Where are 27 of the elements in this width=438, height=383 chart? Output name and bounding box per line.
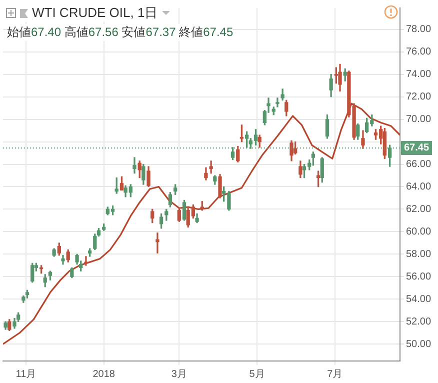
y-tick-label: 74.00 bbox=[406, 69, 432, 80]
y-tick-label: 66.00 bbox=[406, 159, 432, 170]
y-tick-label: 70.00 bbox=[406, 114, 432, 126]
candlestick bbox=[276, 98, 280, 108]
y-tick-label: 78.00 bbox=[406, 24, 432, 36]
y-tick-label: 50.00 bbox=[406, 338, 432, 350]
y-tick-label: 54.00 bbox=[406, 294, 432, 305]
x-tick-label: 3月 bbox=[171, 368, 187, 380]
text: 始値67.40 高値67.56 安値67.37 終値67.45 bbox=[7, 25, 234, 39]
chart-title: WTI CRUDE OIL, 1日 bbox=[32, 4, 158, 22]
candlestick bbox=[132, 157, 136, 174]
y-tick-label: 52.00 bbox=[406, 316, 432, 328]
y-tick-label: 62.00 bbox=[406, 204, 432, 215]
y-tick-label: 56.00 bbox=[406, 271, 432, 282]
x-tick-label: 2018 bbox=[92, 368, 116, 380]
y-tick-label: 72.00 bbox=[406, 92, 432, 103]
y-tick-label: 64.00 bbox=[406, 182, 432, 192]
candlestick bbox=[84, 256, 88, 266]
y-tick-label: 60.00 bbox=[406, 226, 432, 238]
ref-line-label: 67.45 bbox=[404, 142, 430, 154]
y-tick-label: 76.00 bbox=[406, 46, 432, 58]
x-tick-label: 11月 bbox=[16, 368, 36, 380]
x-tick-label: 5月 bbox=[249, 368, 265, 380]
y-tick-label: 58.00 bbox=[406, 248, 432, 260]
x-tick-label: 7月 bbox=[327, 368, 343, 380]
candlestick bbox=[209, 160, 213, 174]
candlestick bbox=[156, 232, 160, 254]
